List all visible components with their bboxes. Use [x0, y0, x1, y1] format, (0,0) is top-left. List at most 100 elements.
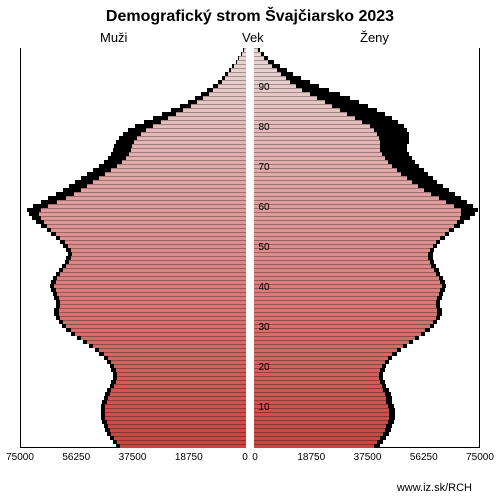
male-bar — [99, 348, 246, 352]
male-bar — [161, 120, 247, 124]
female-bar — [254, 308, 437, 312]
x-tick-label: 75000 — [466, 452, 494, 463]
male-bar — [93, 180, 246, 184]
female-bar — [254, 224, 454, 228]
male-bar — [114, 384, 246, 388]
y-tick-label: 10 — [254, 402, 274, 413]
female-bar — [254, 196, 439, 200]
male-bar — [57, 200, 246, 204]
male-bar — [60, 236, 246, 240]
female-bar — [254, 432, 383, 436]
x-tick-label: 0 — [242, 452, 248, 463]
male-bar — [81, 336, 246, 340]
female-bar — [254, 192, 431, 196]
x-tick-label: 18750 — [297, 452, 325, 463]
female-bar — [254, 380, 380, 384]
female-bars — [254, 48, 479, 448]
female-bar — [254, 284, 442, 288]
female-bar — [254, 396, 386, 400]
male-bar — [225, 76, 246, 80]
female-bar — [254, 276, 439, 280]
female-bar — [254, 404, 388, 408]
male-bar — [117, 372, 246, 376]
female-bar — [254, 144, 380, 148]
y-tick-label: 90 — [254, 82, 274, 93]
male-bar — [234, 64, 246, 68]
male-bar — [228, 72, 246, 76]
female-bar — [254, 428, 385, 432]
male-bar — [105, 172, 246, 176]
male-bar — [99, 176, 246, 180]
male-bar — [111, 168, 246, 172]
female-bar — [254, 260, 430, 264]
female-bar — [254, 384, 382, 388]
female-bar — [254, 176, 407, 180]
male-bar — [69, 260, 246, 264]
male-bar — [71, 256, 247, 260]
male-bar — [41, 216, 247, 220]
male-bar — [59, 296, 247, 300]
male-bar — [105, 412, 246, 416]
female-bar — [254, 240, 436, 244]
female-bar — [254, 172, 401, 176]
male-bar — [111, 388, 246, 392]
female-bar — [254, 256, 428, 260]
female-bar — [254, 352, 392, 356]
male-bar — [105, 408, 246, 412]
female-bar — [254, 208, 461, 212]
male-bar — [218, 84, 247, 88]
male-bar — [41, 208, 247, 212]
female-bar — [254, 52, 261, 56]
female-bar — [254, 140, 380, 144]
male-bar — [132, 144, 246, 148]
female-bar — [254, 236, 440, 240]
x-tick-label: 18750 — [175, 452, 203, 463]
female-bar — [254, 392, 385, 396]
female-bar — [254, 148, 380, 152]
male-bar — [104, 352, 247, 356]
male-bar — [81, 188, 246, 192]
female-bar — [254, 60, 268, 64]
female-bar — [254, 300, 436, 304]
female-bar — [254, 436, 380, 440]
female-bar — [254, 312, 437, 316]
y-tick-label: 80 — [254, 122, 274, 133]
male-bar — [63, 268, 246, 272]
male-bar — [203, 96, 247, 100]
female-bar — [254, 340, 409, 344]
male-bar — [122, 160, 247, 164]
female-bar — [254, 168, 397, 172]
male-bar — [108, 424, 246, 428]
male-bar — [146, 128, 247, 132]
male-bar — [239, 56, 246, 60]
female-bar — [254, 188, 424, 192]
male-bar — [117, 376, 246, 380]
male-bar — [111, 360, 246, 364]
male-bar — [197, 100, 247, 104]
female-bar — [254, 100, 325, 104]
male-bar — [39, 212, 246, 216]
male-bar — [75, 332, 246, 336]
male-bar — [56, 280, 247, 284]
female-bar — [254, 332, 421, 336]
female-bar — [254, 344, 403, 348]
female-bar — [254, 316, 436, 320]
male-bar — [66, 324, 246, 328]
footer-url: www.iz.sk/RCH — [397, 482, 472, 494]
female-bar — [254, 156, 385, 160]
female-bar — [254, 388, 383, 392]
female-bar — [254, 304, 436, 308]
female-bar — [254, 416, 389, 420]
male-bar — [168, 116, 246, 120]
male-bars — [21, 48, 246, 448]
male-bar — [87, 184, 246, 188]
male-bar — [57, 276, 246, 280]
label-males: Muži — [100, 30, 127, 45]
male-bar — [66, 264, 246, 268]
female-bar — [254, 116, 355, 120]
female-bar — [254, 272, 436, 276]
male-bar — [153, 124, 246, 128]
female-bar — [254, 200, 446, 204]
female-bar — [254, 104, 332, 108]
male-bar — [56, 288, 247, 292]
